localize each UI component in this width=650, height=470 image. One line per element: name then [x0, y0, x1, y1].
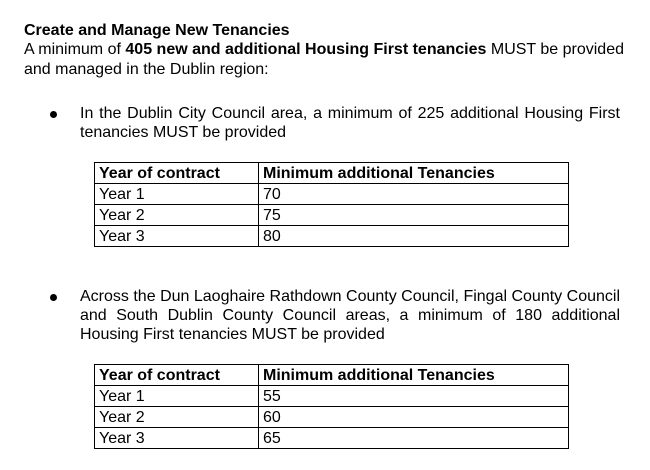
cell-year: Year 3 [94, 427, 259, 449]
table-row: Year 1 70 [94, 183, 569, 205]
cell-year: Year 2 [94, 406, 259, 428]
table-row: Year 2 75 [94, 204, 569, 226]
cell-tenancies: 70 [258, 183, 569, 205]
column-header-tenancies: Minimum additional Tenancies [258, 162, 569, 184]
cell-year: Year 3 [94, 225, 259, 247]
cell-year: Year 2 [94, 204, 259, 226]
intro-bold-phrase: 405 new and additional Housing First ten… [125, 41, 487, 58]
table-row: Year 1 55 [94, 385, 569, 407]
section-heading: Create and Manage New Tenancies [24, 22, 290, 39]
cell-year: Year 1 [94, 183, 259, 205]
table-row: Year 2 60 [94, 406, 569, 428]
table-header-row: Year of contract Minimum additional Tena… [94, 364, 569, 386]
bullet-dot-icon [50, 294, 57, 301]
table-row: Year 3 65 [94, 427, 569, 449]
intro-paragraph: A minimum of 405 new and additional Hous… [24, 40, 624, 80]
bullet-text: Across the Dun Laoghaire Rathdown County… [80, 288, 620, 343]
cell-tenancies: 60 [258, 406, 569, 428]
cell-tenancies: 80 [258, 225, 569, 247]
intro-prefix: A minimum of [24, 41, 126, 58]
cell-tenancies: 75 [258, 204, 569, 226]
bullet-text: In the Dublin City Council area, a minim… [80, 105, 620, 141]
tenancies-table-dublin-city: Year of contract Minimum additional Tena… [94, 162, 569, 247]
tenancies-table-county-councils: Year of contract Minimum additional Tena… [94, 364, 569, 449]
table-header-row: Year of contract Minimum additional Tena… [94, 162, 569, 184]
intro-suffix: MUST be provided and managed in the Dubl… [24, 41, 625, 78]
table-row: Year 3 80 [94, 225, 569, 247]
bullet-dot-icon [50, 111, 57, 118]
cell-tenancies: 65 [258, 427, 569, 449]
cell-year: Year 1 [94, 385, 259, 407]
column-header-year: Year of contract [94, 364, 259, 386]
column-header-tenancies: Minimum additional Tenancies [258, 364, 569, 386]
cell-tenancies: 55 [258, 385, 569, 407]
column-header-year: Year of contract [94, 162, 259, 184]
